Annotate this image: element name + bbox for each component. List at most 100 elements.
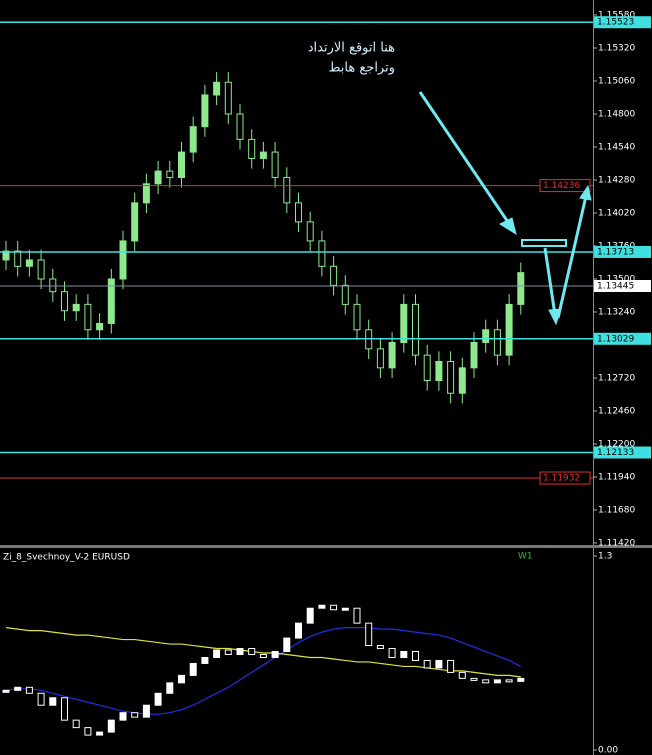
y-tick-label: 1.15580 — [598, 11, 635, 21]
indicator-candle — [178, 674, 185, 684]
candle-body — [505, 303, 513, 356]
y-tick-label: 1.14540 — [598, 143, 635, 153]
candle-body — [493, 329, 501, 356]
candle-body — [353, 303, 361, 331]
y-tick-label: 0.00 — [598, 746, 618, 755]
candle-body — [447, 361, 455, 394]
indicator-candle — [482, 679, 490, 684]
candle-body — [213, 81, 221, 96]
candle-body — [318, 240, 326, 267]
last-price-box — [594, 279, 651, 292]
indicator-candle — [306, 607, 314, 624]
y-tick-label: 1.11940 — [598, 473, 635, 483]
indicator-candle — [248, 648, 256, 655]
candle-body — [84, 303, 92, 331]
indicator-candle — [189, 662, 197, 676]
candle-body — [96, 322, 104, 331]
y-tick-label: 1.14800 — [598, 110, 635, 120]
indicator-candle — [14, 686, 22, 691]
indicator-candle — [318, 604, 326, 609]
indicator-candle — [236, 648, 244, 655]
arrows — [418, 91, 592, 326]
candle-body — [61, 291, 68, 312]
indicator-candle — [447, 659, 455, 673]
pane-divider — [0, 545, 652, 548]
indicator-candle — [423, 659, 431, 669]
candle-body — [376, 348, 384, 369]
y-tick-label: 1.14280 — [598, 176, 635, 186]
candle-body — [166, 170, 174, 178]
y-tick-label: 1.15060 — [598, 77, 635, 87]
candle-body — [435, 361, 443, 382]
candle-body — [271, 151, 279, 178]
indicator-candle — [271, 651, 279, 658]
candle-body — [49, 278, 57, 293]
price-pane: 1.15580 1.15320 1.15060 1.14800 1.14540 1.142… — [0, 11, 651, 549]
arrow-head — [579, 184, 592, 201]
indicator-line — [5, 627, 521, 678]
y-tick-label: 1.3 — [598, 552, 612, 562]
y-tick-label: 1.15320 — [598, 44, 635, 54]
candle-body — [14, 250, 22, 267]
y-tick-label: 1.14020 — [598, 209, 635, 219]
candle-body — [142, 183, 150, 204]
candle-body — [248, 138, 256, 159]
candle-body — [224, 81, 232, 115]
indicator-candle — [295, 622, 302, 639]
indicator-candle — [72, 719, 80, 729]
level-label: 1.13713 — [597, 247, 634, 257]
candle-body — [306, 221, 314, 242]
timeframe-label: W1 — [518, 552, 533, 562]
indicator-candle — [224, 649, 232, 655]
level-label-box — [594, 245, 651, 258]
indicator-candle — [154, 692, 162, 706]
indicator-candle — [166, 682, 174, 694]
arrow — [556, 195, 588, 319]
candle-body — [330, 265, 338, 286]
alert-label: 1.14236 — [543, 181, 580, 191]
indicator-candle — [341, 607, 349, 611]
candle-body — [154, 170, 162, 185]
y-tick-label: 1.11420 — [598, 539, 635, 549]
indicator-candle — [2, 689, 10, 693]
annotation: هنا اتوقع الارتداد — [308, 41, 395, 56]
level-label: 1.13029 — [597, 334, 634, 344]
indicator-candle — [470, 677, 478, 681]
indicator-candle — [25, 686, 33, 694]
indicator-candle — [376, 645, 384, 650]
candle-body — [400, 303, 408, 343]
alert-label: 1.11932 — [543, 474, 580, 484]
target-box — [521, 239, 567, 247]
y-tick-label: 1.12460 — [598, 407, 635, 417]
y-tick-label: 1.13500 — [598, 275, 635, 285]
candle-body — [283, 176, 291, 204]
candle-body — [388, 341, 396, 369]
indicator-candle — [213, 649, 221, 658]
candle-body — [119, 240, 127, 280]
indicator-candle — [493, 679, 501, 684]
candle-body — [189, 126, 197, 153]
indicator-candle — [119, 712, 127, 721]
indicator-candle — [49, 697, 57, 706]
indicator-candle — [505, 679, 513, 683]
y-tick-label: 1.13240 — [598, 308, 635, 318]
indicator-candle — [283, 637, 291, 653]
alert-label-box — [539, 179, 591, 193]
candle-body — [470, 341, 478, 369]
candle-body — [37, 259, 45, 280]
indicator-candle — [96, 731, 104, 736]
candle-body — [201, 94, 209, 128]
indicator-candle — [400, 651, 408, 658]
level-label-box — [594, 16, 651, 29]
last-price-label: 1.13445 — [597, 281, 634, 291]
indicator-line — [5, 627, 522, 715]
candle-body — [517, 272, 525, 305]
indicator-candle — [107, 719, 115, 733]
indicator-pane: 1.3 0.00 Zi_8_Svechnoy_V-2 EURUSD W1 — [2, 552, 618, 755]
candle-body — [2, 250, 10, 261]
indicator-title: Zi_8_Svechnoy_V-2 EURUSD — [3, 553, 130, 563]
candle-body — [295, 202, 302, 223]
candle-body — [236, 113, 244, 140]
annotation: وتراجع هابط — [328, 61, 395, 76]
